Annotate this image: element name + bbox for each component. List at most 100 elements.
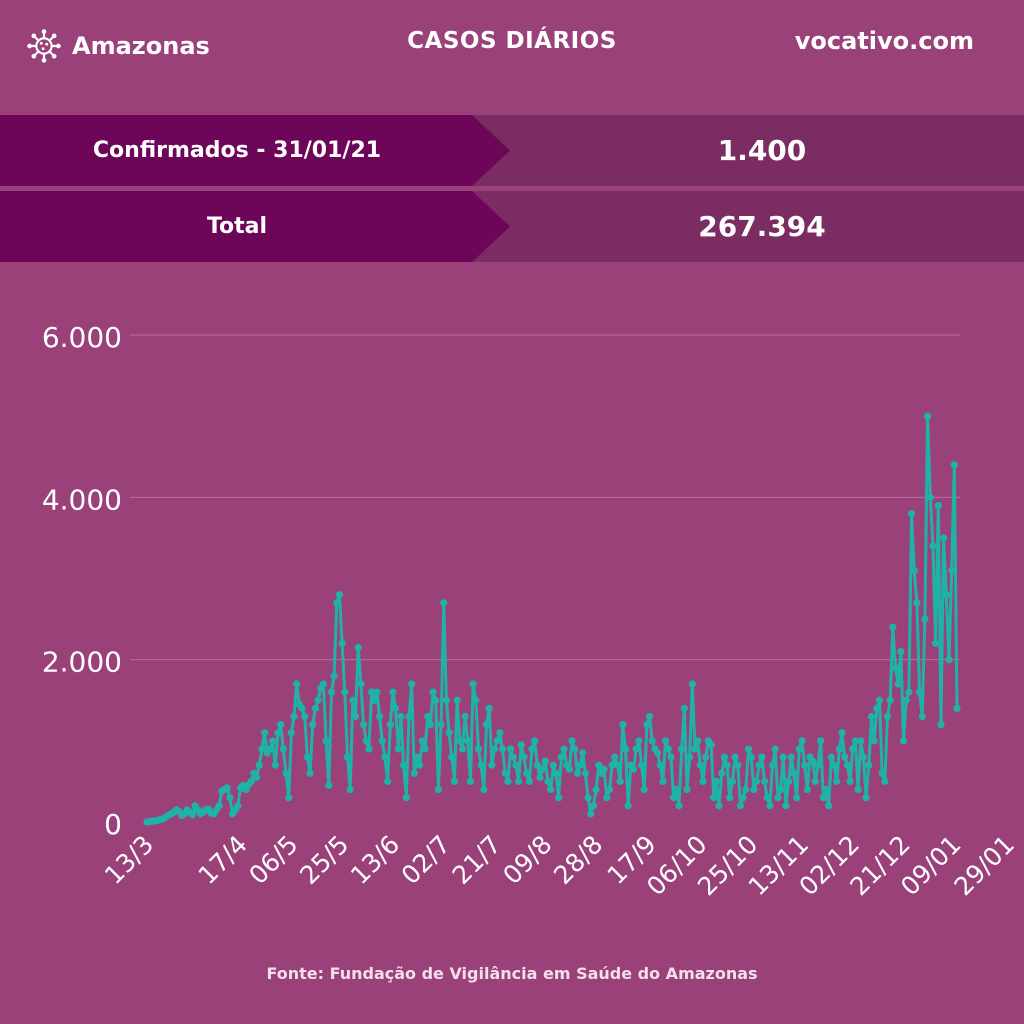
data-point — [950, 461, 958, 469]
x-tick-label: 17/4 — [193, 830, 253, 890]
data-point — [536, 773, 544, 781]
data-point — [915, 688, 924, 696]
data-point — [469, 680, 477, 688]
x-tick-label: 06/5 — [243, 830, 303, 890]
data-point — [338, 639, 346, 648]
y-tick-label: 6.000 — [42, 321, 122, 354]
data-point — [341, 688, 349, 696]
data-point — [814, 761, 822, 769]
data-point — [619, 721, 627, 729]
data-point — [883, 712, 892, 721]
data-point — [720, 753, 729, 761]
data-point — [560, 745, 568, 753]
data-point — [747, 753, 755, 761]
data-point — [937, 721, 945, 729]
x-tick-label: 13/6 — [345, 830, 405, 890]
data-point — [846, 777, 854, 786]
data-point — [501, 769, 509, 777]
data-point — [432, 696, 440, 704]
data-point — [188, 811, 197, 819]
data-point — [488, 761, 496, 769]
data-point — [434, 785, 442, 794]
data-point — [357, 680, 365, 688]
data-point — [897, 647, 905, 656]
data-point — [691, 745, 699, 753]
data-point — [811, 777, 819, 786]
data-point — [913, 599, 921, 607]
data-point — [595, 761, 603, 769]
confirmed-value-background — [472, 115, 1024, 186]
data-point — [266, 745, 274, 753]
total-value: 267.394 — [698, 210, 826, 243]
data-point — [416, 761, 424, 769]
data-point — [755, 761, 763, 769]
data-point — [576, 761, 584, 769]
data-point — [293, 680, 301, 688]
data-point — [509, 753, 517, 761]
data-point — [335, 591, 344, 599]
data-point — [319, 680, 328, 688]
data-point — [923, 412, 932, 420]
data-point — [226, 794, 234, 802]
data-point — [343, 753, 352, 761]
data-point — [301, 712, 309, 721]
logo: Amazonas — [26, 28, 210, 64]
data-point — [309, 721, 317, 729]
data-point — [768, 761, 777, 769]
data-point — [605, 785, 614, 794]
data-point — [857, 737, 865, 745]
data-point — [514, 777, 523, 786]
data-point — [362, 737, 370, 745]
data-point — [926, 493, 934, 501]
data-point — [771, 745, 779, 753]
data-point — [448, 753, 456, 761]
data-point — [311, 704, 320, 712]
data-point — [750, 785, 758, 794]
data-point — [870, 737, 878, 745]
data-point — [736, 802, 745, 810]
data-point — [349, 696, 357, 704]
confirmed-label: Confirmados - 31/01/21 — [0, 115, 510, 186]
data-point — [921, 615, 929, 623]
x-tick-label: 29/01 — [949, 830, 1020, 901]
data-point — [825, 802, 833, 810]
data-point — [400, 761, 408, 769]
data-point — [894, 680, 902, 688]
data-point — [752, 777, 761, 786]
data-point — [803, 785, 811, 794]
data-point — [809, 757, 817, 765]
data-point — [696, 761, 704, 769]
data-point — [784, 777, 793, 786]
data-point — [611, 753, 619, 761]
data-point — [624, 802, 632, 810]
data-point — [718, 769, 726, 777]
data-point — [290, 712, 298, 721]
data-point — [886, 696, 894, 704]
data-point — [659, 777, 667, 786]
data-point — [383, 777, 392, 786]
data-point — [632, 745, 640, 753]
data-point — [477, 761, 485, 769]
data-point — [688, 680, 696, 688]
data-point — [405, 712, 413, 721]
data-point — [635, 737, 643, 745]
data-point — [424, 712, 432, 721]
data-point — [774, 794, 782, 802]
data-point — [621, 745, 630, 753]
data-point — [261, 729, 269, 737]
data-point — [907, 509, 916, 518]
data-point — [702, 753, 710, 761]
data-point — [555, 794, 563, 802]
data-point — [819, 794, 827, 802]
data-point — [793, 794, 801, 802]
data-point — [573, 769, 581, 777]
data-point — [942, 591, 950, 599]
data-point — [579, 749, 587, 757]
data-point — [490, 745, 499, 753]
data-point — [830, 761, 838, 769]
data-point — [386, 721, 394, 729]
data-point — [581, 769, 590, 777]
data-point — [346, 785, 354, 794]
source-note: Fonte: Fundação de Vigilância em Saúde d… — [266, 964, 758, 983]
data-point — [506, 745, 515, 753]
